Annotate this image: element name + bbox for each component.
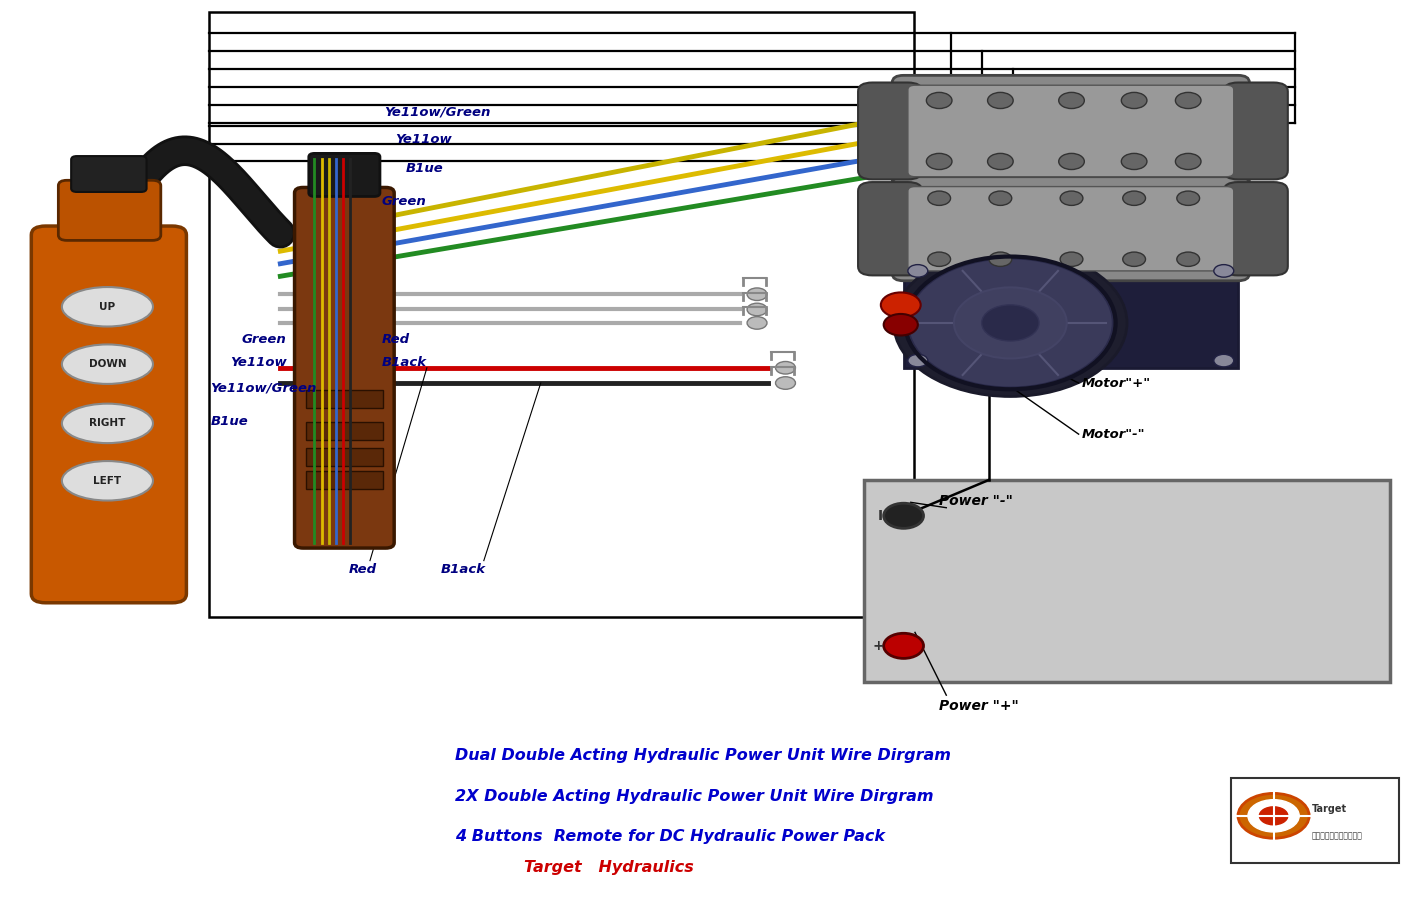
Circle shape [1121,153,1147,170]
Ellipse shape [63,287,154,327]
FancyBboxPatch shape [1224,182,1288,275]
Circle shape [747,288,767,300]
Circle shape [953,287,1067,359]
FancyBboxPatch shape [31,236,186,266]
Circle shape [988,153,1013,170]
Text: Motor"-": Motor"-" [1081,428,1146,440]
Circle shape [926,92,952,109]
Text: Red: Red [381,333,410,345]
Text: Power "+": Power "+" [939,699,1019,713]
Circle shape [1175,92,1201,109]
Bar [306,390,383,408]
Circle shape [747,317,767,329]
Circle shape [926,153,952,170]
Text: Red: Red [349,563,377,576]
FancyBboxPatch shape [908,85,1234,177]
Circle shape [776,377,795,389]
FancyBboxPatch shape [309,153,380,196]
Text: RIGHT: RIGHT [90,418,125,429]
Circle shape [928,252,951,266]
Circle shape [1177,191,1200,205]
Text: B1ack: B1ack [441,563,487,576]
Circle shape [747,303,767,316]
Circle shape [881,292,921,318]
FancyBboxPatch shape [892,177,1249,281]
Bar [864,480,1390,682]
Circle shape [884,633,924,658]
Text: Ye11ow: Ye11ow [396,133,453,145]
Bar [306,422,383,440]
FancyBboxPatch shape [71,156,147,192]
Circle shape [1177,252,1200,266]
Bar [1231,778,1399,863]
Text: Target   Hydraulics: Target Hydraulics [524,860,693,875]
Text: Ye11ow/Green: Ye11ow/Green [211,381,317,394]
Circle shape [988,92,1013,109]
Circle shape [1238,793,1309,838]
Text: 宁波誊吉特液压有限公司: 宁波誊吉特液压有限公司 [1312,832,1363,840]
FancyBboxPatch shape [858,83,922,179]
Circle shape [1059,153,1084,170]
Text: I: I [878,509,884,523]
Bar [209,12,914,617]
Text: Dual Double Acting Hydraulic Power Unit Wire Dirgram: Dual Double Acting Hydraulic Power Unit … [455,748,951,762]
Circle shape [1175,153,1201,170]
Text: Green: Green [242,333,286,345]
Circle shape [1121,92,1147,109]
FancyBboxPatch shape [295,187,394,548]
Circle shape [1214,265,1234,277]
Circle shape [908,354,928,367]
Text: UP: UP [100,301,115,312]
Text: B1ue: B1ue [406,162,444,175]
Circle shape [1060,252,1083,266]
Circle shape [776,361,795,374]
Bar [306,471,383,489]
Circle shape [1060,191,1083,205]
Circle shape [1214,354,1234,367]
Text: +: + [872,639,884,653]
Text: B1ue: B1ue [211,415,249,428]
Circle shape [928,191,951,205]
FancyBboxPatch shape [908,187,1234,271]
Circle shape [894,249,1127,396]
Text: 2X Double Acting Hydraulic Power Unit Wire Dirgram: 2X Double Acting Hydraulic Power Unit Wi… [455,789,933,804]
Text: Power "-": Power "-" [939,493,1013,508]
Circle shape [1123,191,1146,205]
FancyBboxPatch shape [858,182,922,275]
Circle shape [989,252,1012,266]
Text: Motor"+": Motor"+" [1081,377,1151,389]
Text: Ye11ow/Green: Ye11ow/Green [384,106,491,118]
Ellipse shape [63,344,154,384]
Circle shape [884,314,918,335]
Circle shape [908,265,928,277]
FancyBboxPatch shape [31,226,186,603]
Text: Green: Green [381,196,425,208]
Bar [306,448,383,466]
Text: LEFT: LEFT [94,475,121,486]
Circle shape [1059,92,1084,109]
Circle shape [908,258,1113,388]
Text: 4 Buttons  Remote for DC Hydraulic Power Pack: 4 Buttons Remote for DC Hydraulic Power … [455,829,885,843]
Circle shape [1123,252,1146,266]
Ellipse shape [63,404,154,443]
Text: DOWN: DOWN [88,359,127,370]
FancyBboxPatch shape [31,559,186,588]
FancyBboxPatch shape [1224,83,1288,179]
Circle shape [1259,807,1288,825]
Text: Ye11ow: Ye11ow [231,356,287,369]
Circle shape [1248,800,1299,832]
Circle shape [989,191,1012,205]
Bar [904,265,1238,368]
Circle shape [982,305,1039,341]
Text: B1ack: B1ack [381,356,427,369]
Text: Target: Target [1312,804,1348,814]
FancyBboxPatch shape [892,75,1249,187]
Ellipse shape [63,461,154,501]
Circle shape [884,503,924,528]
FancyBboxPatch shape [58,180,161,240]
